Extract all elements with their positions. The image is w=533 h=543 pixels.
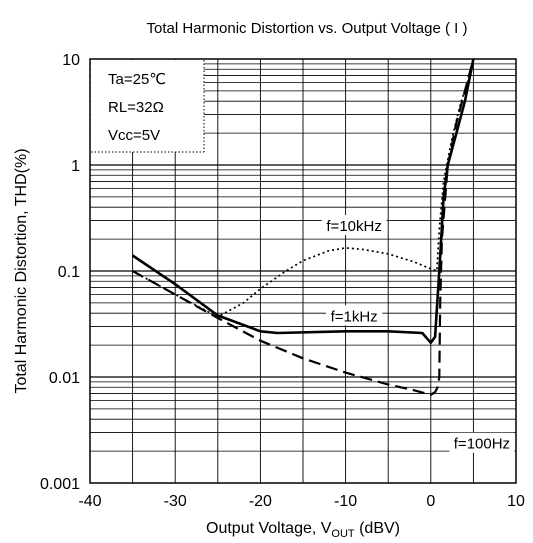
y-tick-label: 0.1	[58, 264, 80, 281]
y-tick-labels: 0.001 0.01 0.1 1 10	[40, 52, 80, 493]
series-layer	[131, 58, 475, 396]
conditions-box-bg	[91, 60, 204, 152]
series-label: f=10kHz	[326, 218, 381, 235]
series-line-2	[132, 58, 475, 396]
y-tick-label: 10	[62, 52, 80, 69]
condition-supply: Vcc=5V	[108, 127, 160, 144]
x-axis-label-unit: (dBV)	[355, 520, 400, 537]
plot-grid	[90, 59, 516, 483]
condition-temperature: Ta=25℃	[108, 71, 166, 88]
series-label-bg	[325, 305, 383, 326]
chart-title: Total Harmonic Distortion vs. Output Vol…	[147, 20, 468, 37]
x-axis-label-subscript: OUT	[331, 528, 355, 540]
x-tick-label: -20	[249, 493, 272, 510]
series-line-0	[132, 63, 475, 318]
series-label: f=100Hz	[454, 436, 510, 453]
y-tick-label: 1	[71, 158, 80, 175]
y-tick-label: 0.001	[40, 476, 80, 493]
x-tick-label: -10	[334, 493, 357, 510]
conditions-box: Ta=25℃ RL=32Ω Vcc=5V	[91, 60, 205, 153]
x-axis-label: Output Voltage, VOUT (dBV)	[206, 520, 400, 540]
x-tick-label: -40	[78, 493, 101, 510]
series-labels: f=10kHz f=1kHz f=100Hz	[321, 215, 515, 453]
x-axis-label-main: Output Voltage, V	[206, 520, 332, 537]
y-tick-label: 0.01	[49, 370, 80, 387]
series-label-bg	[449, 432, 515, 453]
y-axis-label: Total Harmonic Distortion, THD(%)	[13, 148, 30, 393]
series-line-1	[131, 58, 475, 345]
x-tick-labels: -40 -30 -20 -10 0 10	[78, 493, 525, 510]
x-tick-label: -30	[164, 493, 187, 510]
x-tick-label: 0	[426, 493, 435, 510]
x-tick-label: 10	[507, 493, 525, 510]
plot-frame	[89, 58, 517, 484]
condition-load: RL=32Ω	[108, 99, 164, 116]
series-label: f=1kHz	[331, 308, 378, 325]
series-label-bg	[321, 215, 387, 236]
